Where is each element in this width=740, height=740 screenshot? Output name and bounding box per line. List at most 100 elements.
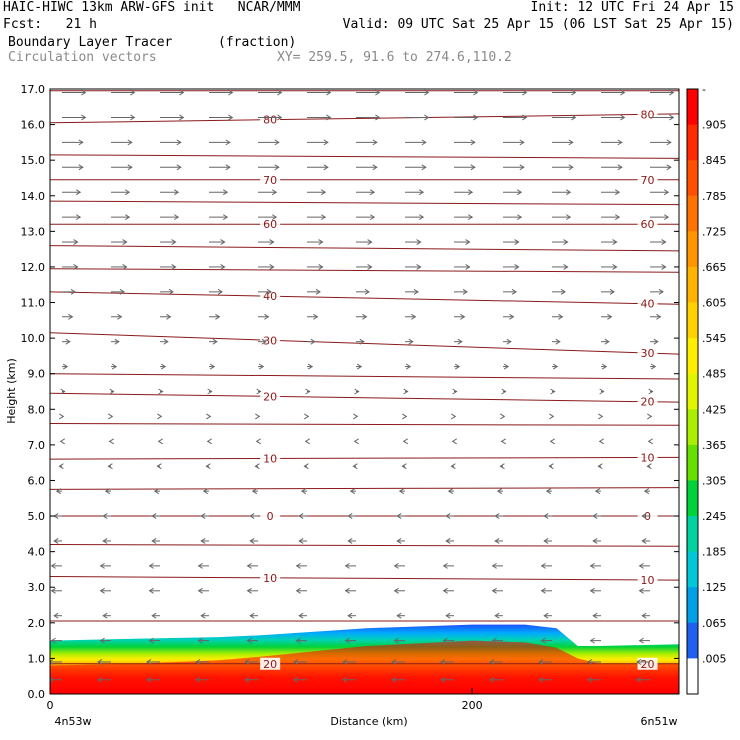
wind-vector bbox=[62, 338, 71, 345]
wind-vector bbox=[255, 413, 261, 420]
contour-label-bg bbox=[260, 510, 281, 523]
wind-vector bbox=[104, 488, 111, 495]
wind-vector bbox=[538, 676, 552, 683]
wind-vector bbox=[62, 214, 82, 221]
wind-vector bbox=[157, 438, 163, 445]
wind-vector bbox=[601, 239, 618, 245]
temperature-contour bbox=[50, 373, 679, 380]
wind-vector bbox=[647, 438, 653, 445]
wind-vector bbox=[405, 139, 427, 146]
temperature-contour bbox=[50, 245, 679, 252]
wind-vector bbox=[641, 513, 650, 519]
wind-vector bbox=[403, 388, 409, 395]
y-tick-label: 13.0 bbox=[21, 225, 46, 238]
y-tick-label: 4.0 bbox=[28, 546, 46, 559]
wind-vector bbox=[650, 189, 670, 196]
wind-vector bbox=[307, 89, 332, 96]
y-tick-label: 3.0 bbox=[28, 581, 46, 594]
wind-vector bbox=[503, 239, 520, 245]
wind-vector bbox=[650, 363, 657, 370]
tracer-core bbox=[50, 640, 679, 694]
y-tick-label: 17.0 bbox=[21, 83, 46, 96]
wind-vector bbox=[197, 562, 209, 569]
wind-vector bbox=[111, 214, 131, 221]
colorbar-label: .425 bbox=[702, 403, 727, 416]
wind-vector bbox=[53, 612, 62, 619]
wind-vector bbox=[246, 587, 258, 594]
colorbar-label: .665 bbox=[702, 261, 727, 274]
wind-vector bbox=[62, 114, 87, 121]
wind-vector bbox=[549, 413, 555, 420]
wind-vector bbox=[594, 488, 601, 495]
left-endpoint-label: 4n53w bbox=[55, 715, 92, 728]
header-line1-right: Init: 12 UTC Fri 24 Apr 15 bbox=[530, 0, 735, 15]
wind-vector bbox=[206, 438, 212, 445]
wind-vector bbox=[402, 413, 408, 420]
wind-vector bbox=[342, 659, 356, 665]
temperature-contour bbox=[50, 291, 679, 305]
wind-vector bbox=[601, 264, 618, 270]
colorbar-label: - bbox=[702, 83, 706, 96]
wind-vector bbox=[205, 463, 211, 470]
wind-vector bbox=[197, 587, 209, 594]
contour-label-bg bbox=[637, 395, 658, 408]
contour-label: 10 bbox=[263, 452, 277, 465]
y-tick-label: 6.0 bbox=[28, 474, 46, 487]
wind-vector bbox=[543, 538, 552, 544]
wind-vector bbox=[499, 463, 505, 470]
wind-vector bbox=[552, 114, 577, 121]
colorbar-swatch bbox=[687, 89, 698, 126]
wind-vector bbox=[452, 388, 458, 395]
wind-vector bbox=[454, 363, 461, 370]
contour-label: 60 bbox=[641, 218, 655, 231]
wind-vector bbox=[552, 363, 559, 370]
wind-vector bbox=[111, 264, 128, 270]
wind-vector bbox=[209, 239, 226, 245]
colorbar-frame bbox=[686, 88, 699, 695]
wind-vector bbox=[650, 139, 672, 146]
wind-vector bbox=[258, 313, 270, 320]
wind-vector bbox=[650, 114, 675, 121]
wind-vector bbox=[97, 659, 111, 665]
wind-vector bbox=[552, 338, 561, 345]
wind-vector bbox=[354, 388, 360, 395]
wind-vector bbox=[500, 438, 506, 445]
wind-vector bbox=[293, 676, 307, 683]
colorbar-label: .245 bbox=[702, 510, 727, 523]
wind-vector bbox=[454, 164, 476, 171]
wind-vector bbox=[62, 288, 76, 295]
wind-vector bbox=[58, 463, 64, 470]
wind-vector bbox=[59, 413, 65, 420]
wind-vector bbox=[305, 388, 311, 395]
wind-vector bbox=[160, 313, 172, 320]
wind-vector bbox=[503, 313, 515, 320]
wind-vector bbox=[445, 612, 454, 619]
colorbar-swatch bbox=[687, 338, 698, 375]
wind-vector bbox=[108, 438, 114, 445]
wind-vector bbox=[638, 637, 650, 644]
wind-vector bbox=[540, 562, 552, 569]
wind-vector bbox=[501, 388, 507, 395]
contour-label: 30 bbox=[641, 347, 655, 360]
wind-vector bbox=[391, 676, 405, 683]
contour-label-bg bbox=[637, 347, 658, 360]
wind-vector bbox=[111, 89, 136, 96]
wind-vector bbox=[601, 313, 613, 320]
wind-vector bbox=[405, 239, 422, 245]
wind-vector bbox=[344, 587, 356, 594]
wind-vector bbox=[209, 114, 234, 121]
wind-vector bbox=[356, 214, 376, 221]
wind-vector bbox=[643, 488, 650, 495]
temperature-contour bbox=[50, 154, 679, 159]
wind-vector bbox=[391, 659, 405, 665]
wind-vector bbox=[307, 288, 321, 295]
colorbar-label: .905 bbox=[702, 119, 727, 132]
wind-vector bbox=[352, 463, 358, 470]
contour-label: 20 bbox=[641, 658, 655, 671]
wind-vector bbox=[307, 338, 316, 345]
wind-vector bbox=[641, 612, 650, 619]
wind-vector bbox=[538, 659, 552, 665]
wind-vector bbox=[307, 164, 329, 171]
wind-vector bbox=[307, 313, 319, 320]
wind-vector bbox=[454, 214, 474, 221]
